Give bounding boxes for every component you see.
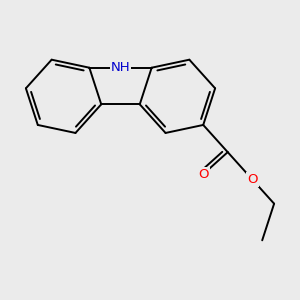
Text: O: O xyxy=(198,168,208,181)
Text: NH: NH xyxy=(111,61,130,74)
Text: O: O xyxy=(247,173,257,186)
